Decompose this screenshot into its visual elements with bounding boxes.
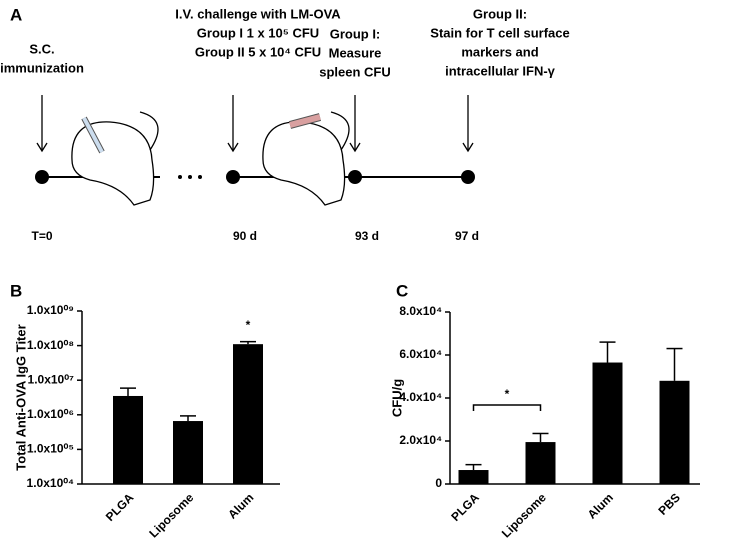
event-label: Group II: <box>473 6 527 21</box>
y-tick-label: 1.0x10⁰⁹ <box>27 303 74 317</box>
x-tick-label: PLGA <box>448 490 482 524</box>
time-label: 93 d <box>355 229 379 243</box>
time-label: T=0 <box>31 229 52 243</box>
event-label: spleen CFU <box>319 64 391 79</box>
event-label: I.V. challenge with LM-OVA <box>175 6 341 21</box>
bar <box>525 442 556 484</box>
event-label: immunization <box>0 60 84 75</box>
x-tick-label: Alum <box>585 490 616 521</box>
event-label: Measure <box>329 45 382 60</box>
event-label: Stain for T cell surface <box>430 25 569 40</box>
y-tick-label: 1.0x10⁰⁶ <box>27 407 74 421</box>
y-tick-label: 1.0x10⁰⁷ <box>28 372 75 386</box>
y-tick-label: 1.0x10⁰⁸ <box>27 338 74 352</box>
y-tick-label: 8.0x10⁴ <box>399 304 442 318</box>
bar <box>113 395 143 484</box>
panel-label: C <box>396 281 408 300</box>
bar <box>458 470 489 484</box>
event-label: intracellular IFN-γ <box>445 63 556 78</box>
y-tick-label: 1.0x10⁰⁴ <box>27 476 75 490</box>
x-tick-label: PLGA <box>103 490 137 524</box>
significance-label: * <box>505 387 510 401</box>
mouse-illustration <box>71 111 350 206</box>
time-label: 90 d <box>233 229 257 243</box>
x-tick-label: Liposome <box>146 490 196 540</box>
y-axis-label: Total Anti-OVA IgG Titer <box>13 324 28 470</box>
event-label: Group I: <box>330 26 381 41</box>
event-label: S.C. <box>29 41 54 56</box>
bar <box>173 421 203 484</box>
time-label: 97 d <box>455 229 479 243</box>
event-label: Group II 5 x 10⁴ CFU <box>195 44 321 59</box>
panel-label: A <box>10 5 22 24</box>
timeline-nodes <box>35 170 475 184</box>
x-tick-label: Liposome <box>499 490 549 540</box>
bar <box>592 362 623 484</box>
event-label: markers and <box>461 44 538 59</box>
x-tick-label: PBS <box>656 490 683 517</box>
y-tick-label: 2.0x10⁴ <box>399 433 442 447</box>
significance-bracket <box>472 404 542 411</box>
bar <box>233 344 263 484</box>
significance-label: * <box>246 318 251 332</box>
bar <box>659 380 690 484</box>
panel-label: B <box>10 281 22 300</box>
y-tick-label: 1.0x10⁰⁵ <box>27 442 74 456</box>
x-tick-label: Alum <box>225 490 256 521</box>
y-tick-label: 6.0x10⁴ <box>399 347 442 361</box>
y-tick-label: 4.0x10⁴ <box>399 390 442 404</box>
y-tick-label: 0 <box>435 476 442 490</box>
y-axis-label: CFU/g <box>389 379 404 417</box>
event-label: Group I 1 x 10⁵ CFU <box>197 25 319 40</box>
